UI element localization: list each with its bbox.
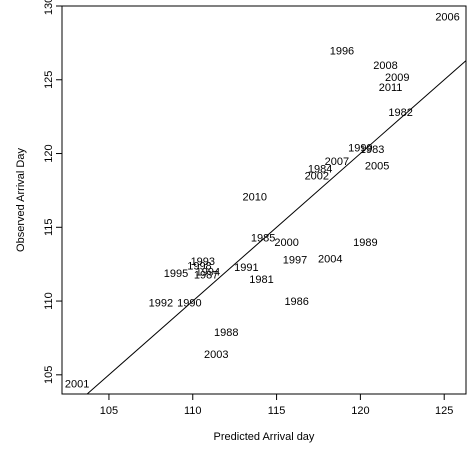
- data-point-1988: 1988: [214, 327, 238, 339]
- data-point-1984: 1984: [308, 163, 332, 175]
- data-point-1985: 1985: [251, 233, 275, 245]
- data-point-2003: 2003: [204, 349, 228, 361]
- data-point-1992: 1992: [149, 298, 173, 310]
- data-point-1990: 1990: [177, 298, 201, 310]
- fit-line: [86, 60, 467, 395]
- data-point-2007: 2007: [325, 156, 349, 168]
- y-tick-label: 125: [43, 71, 55, 89]
- x-tick-label: 115: [268, 405, 286, 417]
- y-tick-label: 110: [43, 292, 55, 310]
- y-axis-label: Observed Arrival Day: [15, 148, 27, 252]
- data-point-1995: 1995: [164, 268, 188, 280]
- x-tick-label: 105: [100, 405, 118, 417]
- x-axis-label: Predicted Arrival day: [214, 431, 315, 443]
- data-point-1994: 1994: [196, 267, 220, 279]
- data-point-2005: 2005: [365, 160, 389, 172]
- data-point-1997: 1997: [283, 255, 307, 267]
- data-point-1987: 1987: [194, 270, 218, 282]
- y-tick-label: 115: [43, 219, 55, 237]
- data-point-2009: 2009: [385, 72, 409, 84]
- data-point-1983: 1983: [360, 144, 384, 156]
- data-point-2006: 2006: [435, 11, 459, 23]
- data-point-2001: 2001: [65, 379, 89, 391]
- data-point-1982: 1982: [388, 107, 412, 119]
- data-point-2011: 2011: [379, 82, 403, 94]
- data-point-1986: 1986: [284, 296, 308, 308]
- data-point-1999: 1999: [348, 143, 372, 155]
- plot-area-frame: [61, 5, 467, 395]
- data-point-1981: 1981: [249, 274, 273, 286]
- y-tick-label: 130: [43, 0, 55, 15]
- x-tick-label: 110: [184, 405, 202, 417]
- y-tick-label: 120: [43, 144, 55, 162]
- data-point-1996: 1996: [330, 45, 354, 57]
- data-point-1993: 1993: [191, 256, 215, 268]
- x-axis: 105 110 115 120 125: [100, 394, 453, 417]
- data-point-2004: 2004: [318, 253, 342, 265]
- data-point-2010: 2010: [243, 191, 267, 203]
- data-point-1991: 1991: [234, 262, 258, 274]
- data-point-2000: 2000: [274, 237, 298, 249]
- y-axis: 105 110 115 120 125 130: [43, 0, 62, 384]
- y-tick-label: 105: [43, 366, 55, 384]
- x-tick-label: 120: [351, 405, 369, 417]
- data-point-1989: 1989: [353, 237, 377, 249]
- data-point-2008: 2008: [373, 60, 397, 72]
- data-point-2002: 2002: [305, 171, 329, 183]
- x-tick-label: 125: [435, 405, 453, 417]
- data-point-1998: 1998: [187, 261, 211, 273]
